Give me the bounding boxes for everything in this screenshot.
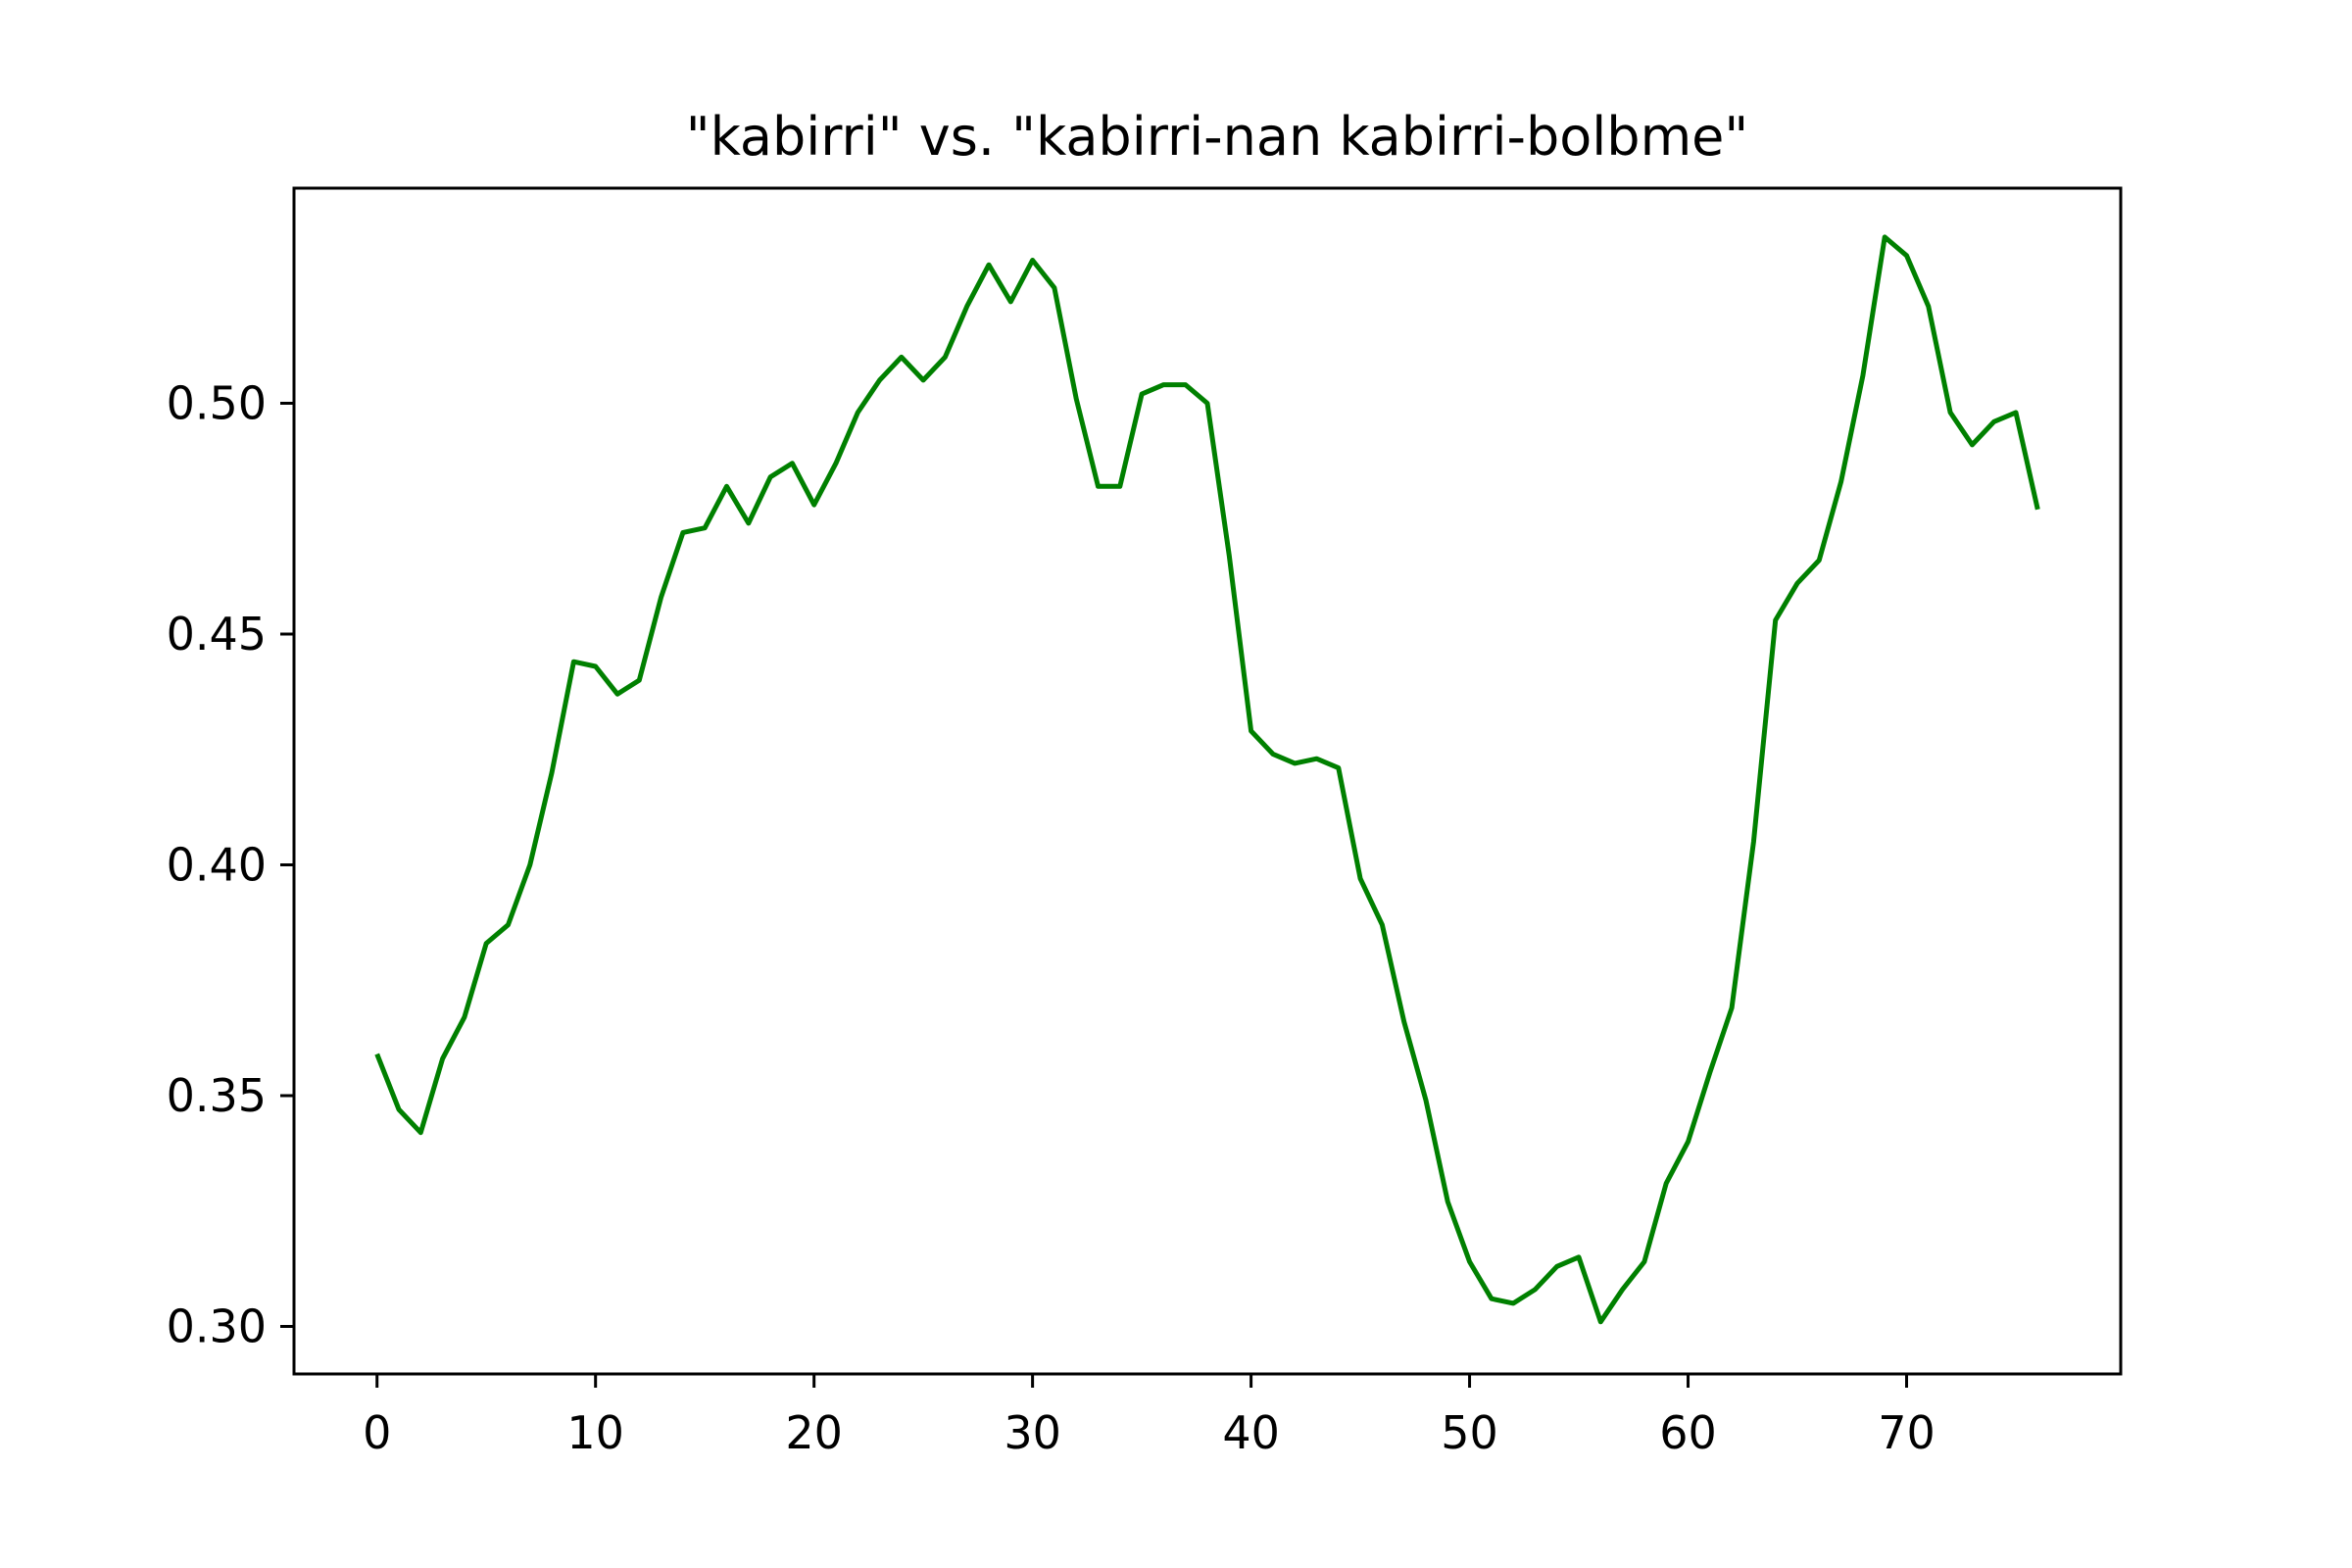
- y-tick-label: 0.40: [167, 838, 267, 891]
- series-layer: [374, 234, 2040, 1325]
- x-tick-label: 70: [1878, 1406, 1936, 1459]
- x-tick-label: 20: [785, 1406, 843, 1459]
- x-tick-label: 60: [1659, 1406, 1717, 1459]
- x-tick-label: 40: [1222, 1406, 1280, 1459]
- x-tick-label: 30: [1004, 1406, 1061, 1459]
- axes-frame: [292, 186, 2123, 1376]
- chart-title: "kabirri" vs. "kabirri-nan kabirri-bolbm…: [686, 106, 1748, 168]
- axis-ticks: 0 10 20 30 40 50 60 70 0.30 0.35 0.40 0.45 0.50: [167, 376, 1936, 1459]
- x-tick-label: 50: [1441, 1406, 1498, 1459]
- y-tick-label: 0.50: [167, 376, 267, 429]
- y-tick-label: 0.30: [167, 1299, 267, 1352]
- y-tick-label: 0.35: [167, 1069, 267, 1122]
- series-line: [374, 234, 2040, 1325]
- y-tick-label: 0.45: [167, 608, 267, 661]
- x-tick-label: 10: [566, 1406, 624, 1459]
- x-tick-label: 0: [363, 1406, 391, 1459]
